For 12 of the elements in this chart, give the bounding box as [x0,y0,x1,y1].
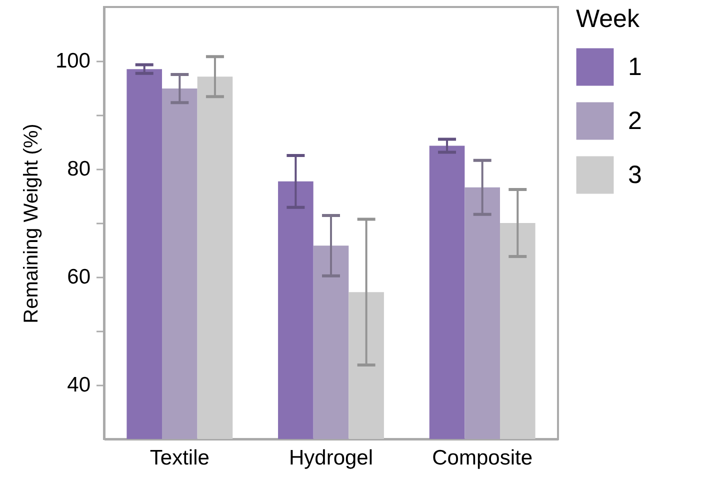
x-tick-label: Composite [432,446,533,470]
y-tick-label: 100 [55,50,90,72]
legend-label: 1 [628,53,642,81]
x-tick-label: Hydrogel [288,446,374,470]
legend-title: Week [576,5,640,33]
y-tick-label: 80 [67,158,90,180]
y-tick-label: 60 [67,266,90,288]
x-tick-label: Textile [150,446,210,470]
y-tick-label: 40 [67,374,90,396]
legend-label: 2 [628,107,642,135]
y-axis-title: Remaining Weight (%) [20,124,42,324]
legend-label: 3 [628,161,642,189]
